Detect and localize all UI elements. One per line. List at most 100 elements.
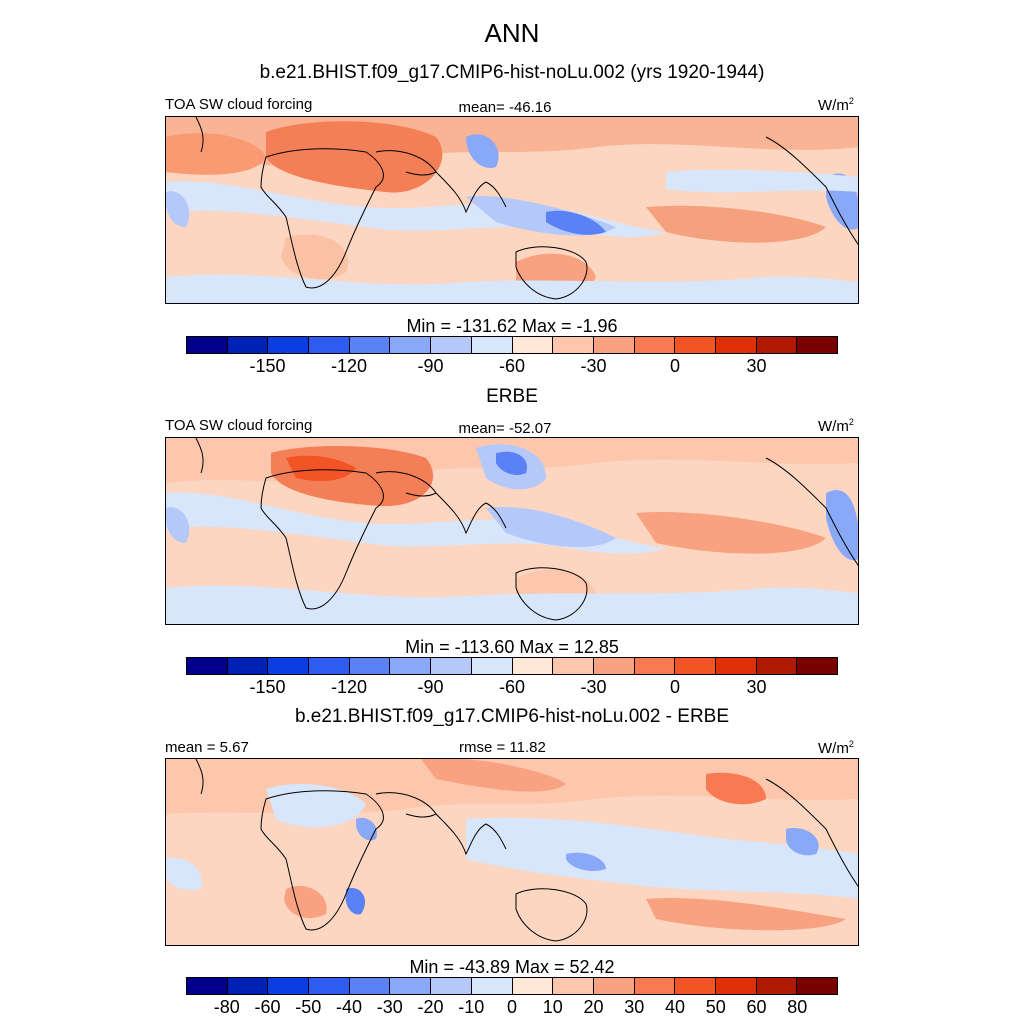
colorbar-tick-label: 30 bbox=[624, 997, 645, 1017]
colorbar-tick-label: -120 bbox=[330, 356, 368, 376]
colorbar-tick-label: -90 bbox=[417, 356, 444, 376]
colorbar-cell bbox=[471, 337, 513, 353]
colorbar-cell bbox=[309, 978, 350, 994]
colorbar-tick-label: -30 bbox=[376, 997, 403, 1017]
colorbar-cell bbox=[268, 658, 310, 674]
colorbar-tick-label: -90 bbox=[417, 677, 444, 697]
panel-1-variable-label: TOA SW cloud forcing bbox=[165, 96, 313, 113]
colorbar-cell bbox=[187, 658, 228, 674]
panel-3-map-field bbox=[166, 759, 858, 945]
colorbar-tick-label: -80 bbox=[213, 997, 240, 1017]
colorbar-cell bbox=[187, 337, 228, 353]
panel-1-minmax: Min = -131.62 Max = -1.96 bbox=[406, 316, 618, 336]
panel-3-heading: b.e21.BHIST.f09_g17.CMIP6-hist-noLu.002 … bbox=[294, 706, 730, 727]
panel-3-map bbox=[165, 758, 859, 946]
colorbar-tick-label: 40 bbox=[664, 997, 686, 1017]
colorbar-cell bbox=[715, 658, 757, 674]
panel-2-units-label: W/m2 bbox=[818, 417, 854, 435]
panel-3-units-label: W/m2 bbox=[818, 739, 854, 757]
colorbar-tick-label: -150 bbox=[249, 677, 286, 697]
colorbar-tick-label: -60 bbox=[254, 997, 281, 1017]
colorbar-tick-label: -30 bbox=[580, 677, 607, 697]
colorbar-cell bbox=[431, 658, 472, 674]
colorbar-cell bbox=[553, 658, 594, 674]
colorbar-tick-label: 0 bbox=[669, 356, 681, 376]
colorbar-cell bbox=[431, 978, 472, 994]
colorbar-cell bbox=[675, 978, 716, 994]
colorbar-cell bbox=[309, 337, 350, 353]
colorbar-cell bbox=[756, 978, 798, 994]
colorbar-cell bbox=[715, 337, 757, 353]
colorbar-cell bbox=[797, 337, 837, 353]
colorbar-cell bbox=[390, 978, 432, 994]
colorbar-cell bbox=[512, 978, 554, 994]
colorbar-cell bbox=[309, 658, 350, 674]
panel-3-minmax: Min = -43.89 Max = 52.42 bbox=[409, 957, 615, 977]
colorbar-tick-label: -50 bbox=[295, 997, 322, 1017]
colorbar-cell bbox=[431, 337, 472, 353]
panel-1-heading: b.e21.BHIST.f09_g17.CMIP6-hist-noLu.002 … bbox=[259, 62, 765, 83]
colorbar-tick-label: 60 bbox=[746, 997, 767, 1017]
panel-2-heading: ERBE bbox=[486, 386, 538, 407]
colorbar-cell bbox=[227, 337, 269, 353]
colorbar-cell bbox=[675, 658, 716, 674]
colorbar-cell bbox=[634, 337, 676, 353]
colorbar-cell bbox=[349, 978, 391, 994]
colorbar-cell bbox=[512, 658, 554, 674]
colorbar-cell bbox=[715, 978, 757, 994]
panel-1-units-label: W/m2 bbox=[818, 96, 854, 114]
panel-1-mean-label: mean= -46.16 bbox=[458, 99, 552, 116]
colorbar-cell bbox=[227, 978, 269, 994]
colorbar-tick-label: 20 bbox=[583, 997, 604, 1017]
colorbar-cell bbox=[797, 978, 837, 994]
colorbar-tick-label: -120 bbox=[330, 677, 368, 697]
colorbar-cell bbox=[268, 978, 310, 994]
colorbar-cell bbox=[471, 978, 513, 994]
panel-3-rmse-label: rmse = 11.82 bbox=[459, 739, 546, 756]
colorbar-cell bbox=[349, 658, 391, 674]
colorbar-cell bbox=[634, 978, 676, 994]
panel-1-colorbar bbox=[186, 336, 838, 354]
colorbar-tick-label: 0 bbox=[506, 997, 518, 1017]
panel-2-map-field bbox=[166, 438, 858, 624]
colorbar-tick-label: 10 bbox=[542, 997, 563, 1017]
panel-1-map bbox=[165, 116, 859, 304]
colorbar-tick-label: 0 bbox=[669, 677, 681, 697]
panel-2-variable-label: TOA SW cloud forcing bbox=[165, 417, 313, 434]
colorbar-cell bbox=[390, 658, 432, 674]
colorbar-tick-label: -40 bbox=[335, 997, 363, 1017]
colorbar-tick-label: 30 bbox=[746, 356, 767, 376]
panel-2-map bbox=[165, 437, 859, 625]
colorbar-cell bbox=[512, 337, 554, 353]
colorbar-cell bbox=[593, 337, 635, 353]
panel-2-mean-label: mean= -52.07 bbox=[458, 420, 552, 437]
colorbar-cell bbox=[268, 337, 310, 353]
colorbar-cell bbox=[797, 658, 837, 674]
colorbar-cell bbox=[593, 658, 635, 674]
colorbar-cell bbox=[634, 658, 676, 674]
colorbar-cell bbox=[553, 337, 594, 353]
colorbar-cell bbox=[675, 337, 716, 353]
panel-2-minmax: Min = -113.60 Max = 12.85 bbox=[405, 637, 619, 657]
colorbar-cell bbox=[756, 658, 798, 674]
panel-2-colorbar bbox=[186, 657, 838, 675]
colorbar-cell bbox=[553, 978, 594, 994]
colorbar-cell bbox=[593, 978, 635, 994]
panel-1-map-field bbox=[166, 117, 858, 303]
colorbar-cell bbox=[756, 337, 798, 353]
colorbar-tick-label: -60 bbox=[498, 677, 526, 697]
panel-3-colorbar bbox=[186, 977, 838, 995]
colorbar-cell bbox=[349, 337, 391, 353]
colorbar-tick-label: -30 bbox=[580, 356, 607, 376]
colorbar-tick-label: 30 bbox=[746, 677, 767, 697]
colorbar-tick-label: 80 bbox=[787, 997, 808, 1017]
colorbar-tick-label: -20 bbox=[417, 997, 444, 1017]
panel-3-mean-label: mean = 5.67 bbox=[165, 739, 249, 756]
colorbar-tick-label: 50 bbox=[705, 997, 726, 1017]
colorbar-cell bbox=[390, 337, 432, 353]
colorbar-cell bbox=[227, 658, 269, 674]
colorbar-cell bbox=[187, 978, 228, 994]
figure-title: ANN bbox=[484, 18, 540, 48]
colorbar-tick-label: -150 bbox=[249, 356, 286, 376]
colorbar-cell bbox=[471, 658, 513, 674]
